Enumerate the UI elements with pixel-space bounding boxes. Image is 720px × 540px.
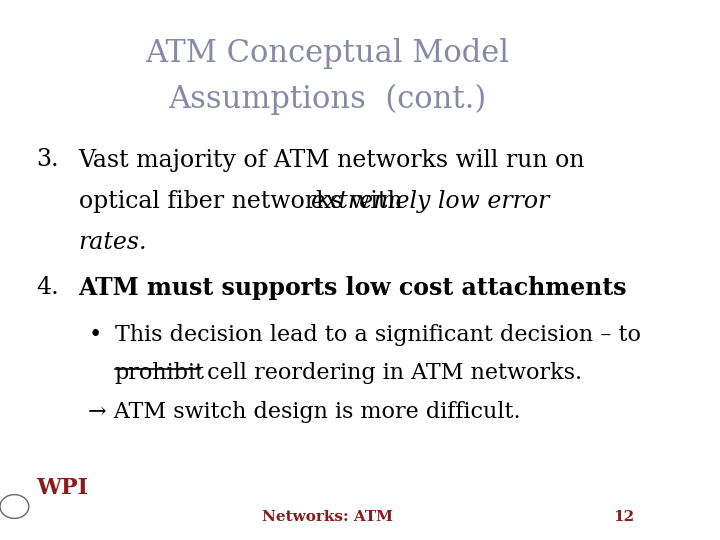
Text: rates.: rates. xyxy=(78,231,147,254)
Text: ATM Conceptual Model: ATM Conceptual Model xyxy=(145,38,509,69)
Text: •: • xyxy=(89,324,102,346)
Text: 4.: 4. xyxy=(36,276,59,300)
Text: 3.: 3. xyxy=(36,148,58,172)
Text: cell reordering in ATM networks.: cell reordering in ATM networks. xyxy=(199,362,582,384)
Text: WPI: WPI xyxy=(36,477,88,500)
Text: optical fiber networks with: optical fiber networks with xyxy=(78,190,410,213)
Text: ATM must supports low cost attachments: ATM must supports low cost attachments xyxy=(78,276,627,300)
Text: This decision lead to a significant decision – to: This decision lead to a significant deci… xyxy=(114,324,641,346)
Text: Assumptions  (cont.): Assumptions (cont.) xyxy=(168,84,486,115)
Text: Vast majority of ATM networks will run on: Vast majority of ATM networks will run o… xyxy=(78,148,585,172)
Text: prohibit: prohibit xyxy=(114,362,204,384)
Text: 1: 1 xyxy=(55,501,56,502)
Text: Networks: ATM: Networks: ATM xyxy=(261,510,392,524)
Text: extremely low error: extremely low error xyxy=(312,190,550,213)
Text: → ATM switch design is more difficult.: → ATM switch design is more difficult. xyxy=(89,401,521,423)
Text: 12: 12 xyxy=(613,510,635,524)
